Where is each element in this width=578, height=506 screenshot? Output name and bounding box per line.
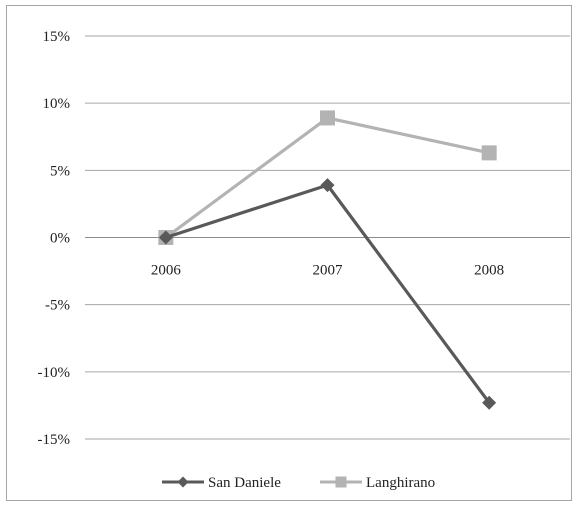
diamond-marker (158, 230, 173, 245)
x-tick-label: 2007 (313, 263, 344, 279)
series-line (165, 183, 491, 404)
square-marker (481, 145, 497, 161)
legend-label: San Daniele (208, 475, 281, 491)
square-marker (335, 476, 347, 488)
y-tick-label: 5% (50, 163, 70, 179)
chart-frame (6, 5, 572, 501)
y-tick-label: 0% (50, 231, 70, 247)
legend: San Daniele Langhirano (162, 475, 435, 491)
y-tick-label: -5% (45, 298, 70, 314)
series-line (164, 116, 490, 239)
series-lines (158, 110, 497, 410)
x-tick-label: 2006 (151, 263, 182, 279)
gridlines (85, 35, 570, 440)
diamond-marker (320, 178, 335, 193)
legend-label: Langhirano (366, 475, 435, 491)
y-tick-label: 10% (43, 96, 71, 112)
x-tick-label: 2008 (474, 263, 504, 279)
y-tick-label: 15% (43, 29, 71, 45)
diamond-marker (177, 476, 189, 488)
y-tick-label: -10% (38, 365, 71, 381)
x-axis-tick-labels: 2006 2007 2008 (151, 263, 504, 279)
square-marker (320, 110, 335, 126)
y-tick-label: -15% (38, 432, 71, 448)
diamond-marker (482, 395, 497, 410)
y-axis-tick-labels: 15% 10% 5% 0% -5% -10% -15% (38, 29, 71, 448)
